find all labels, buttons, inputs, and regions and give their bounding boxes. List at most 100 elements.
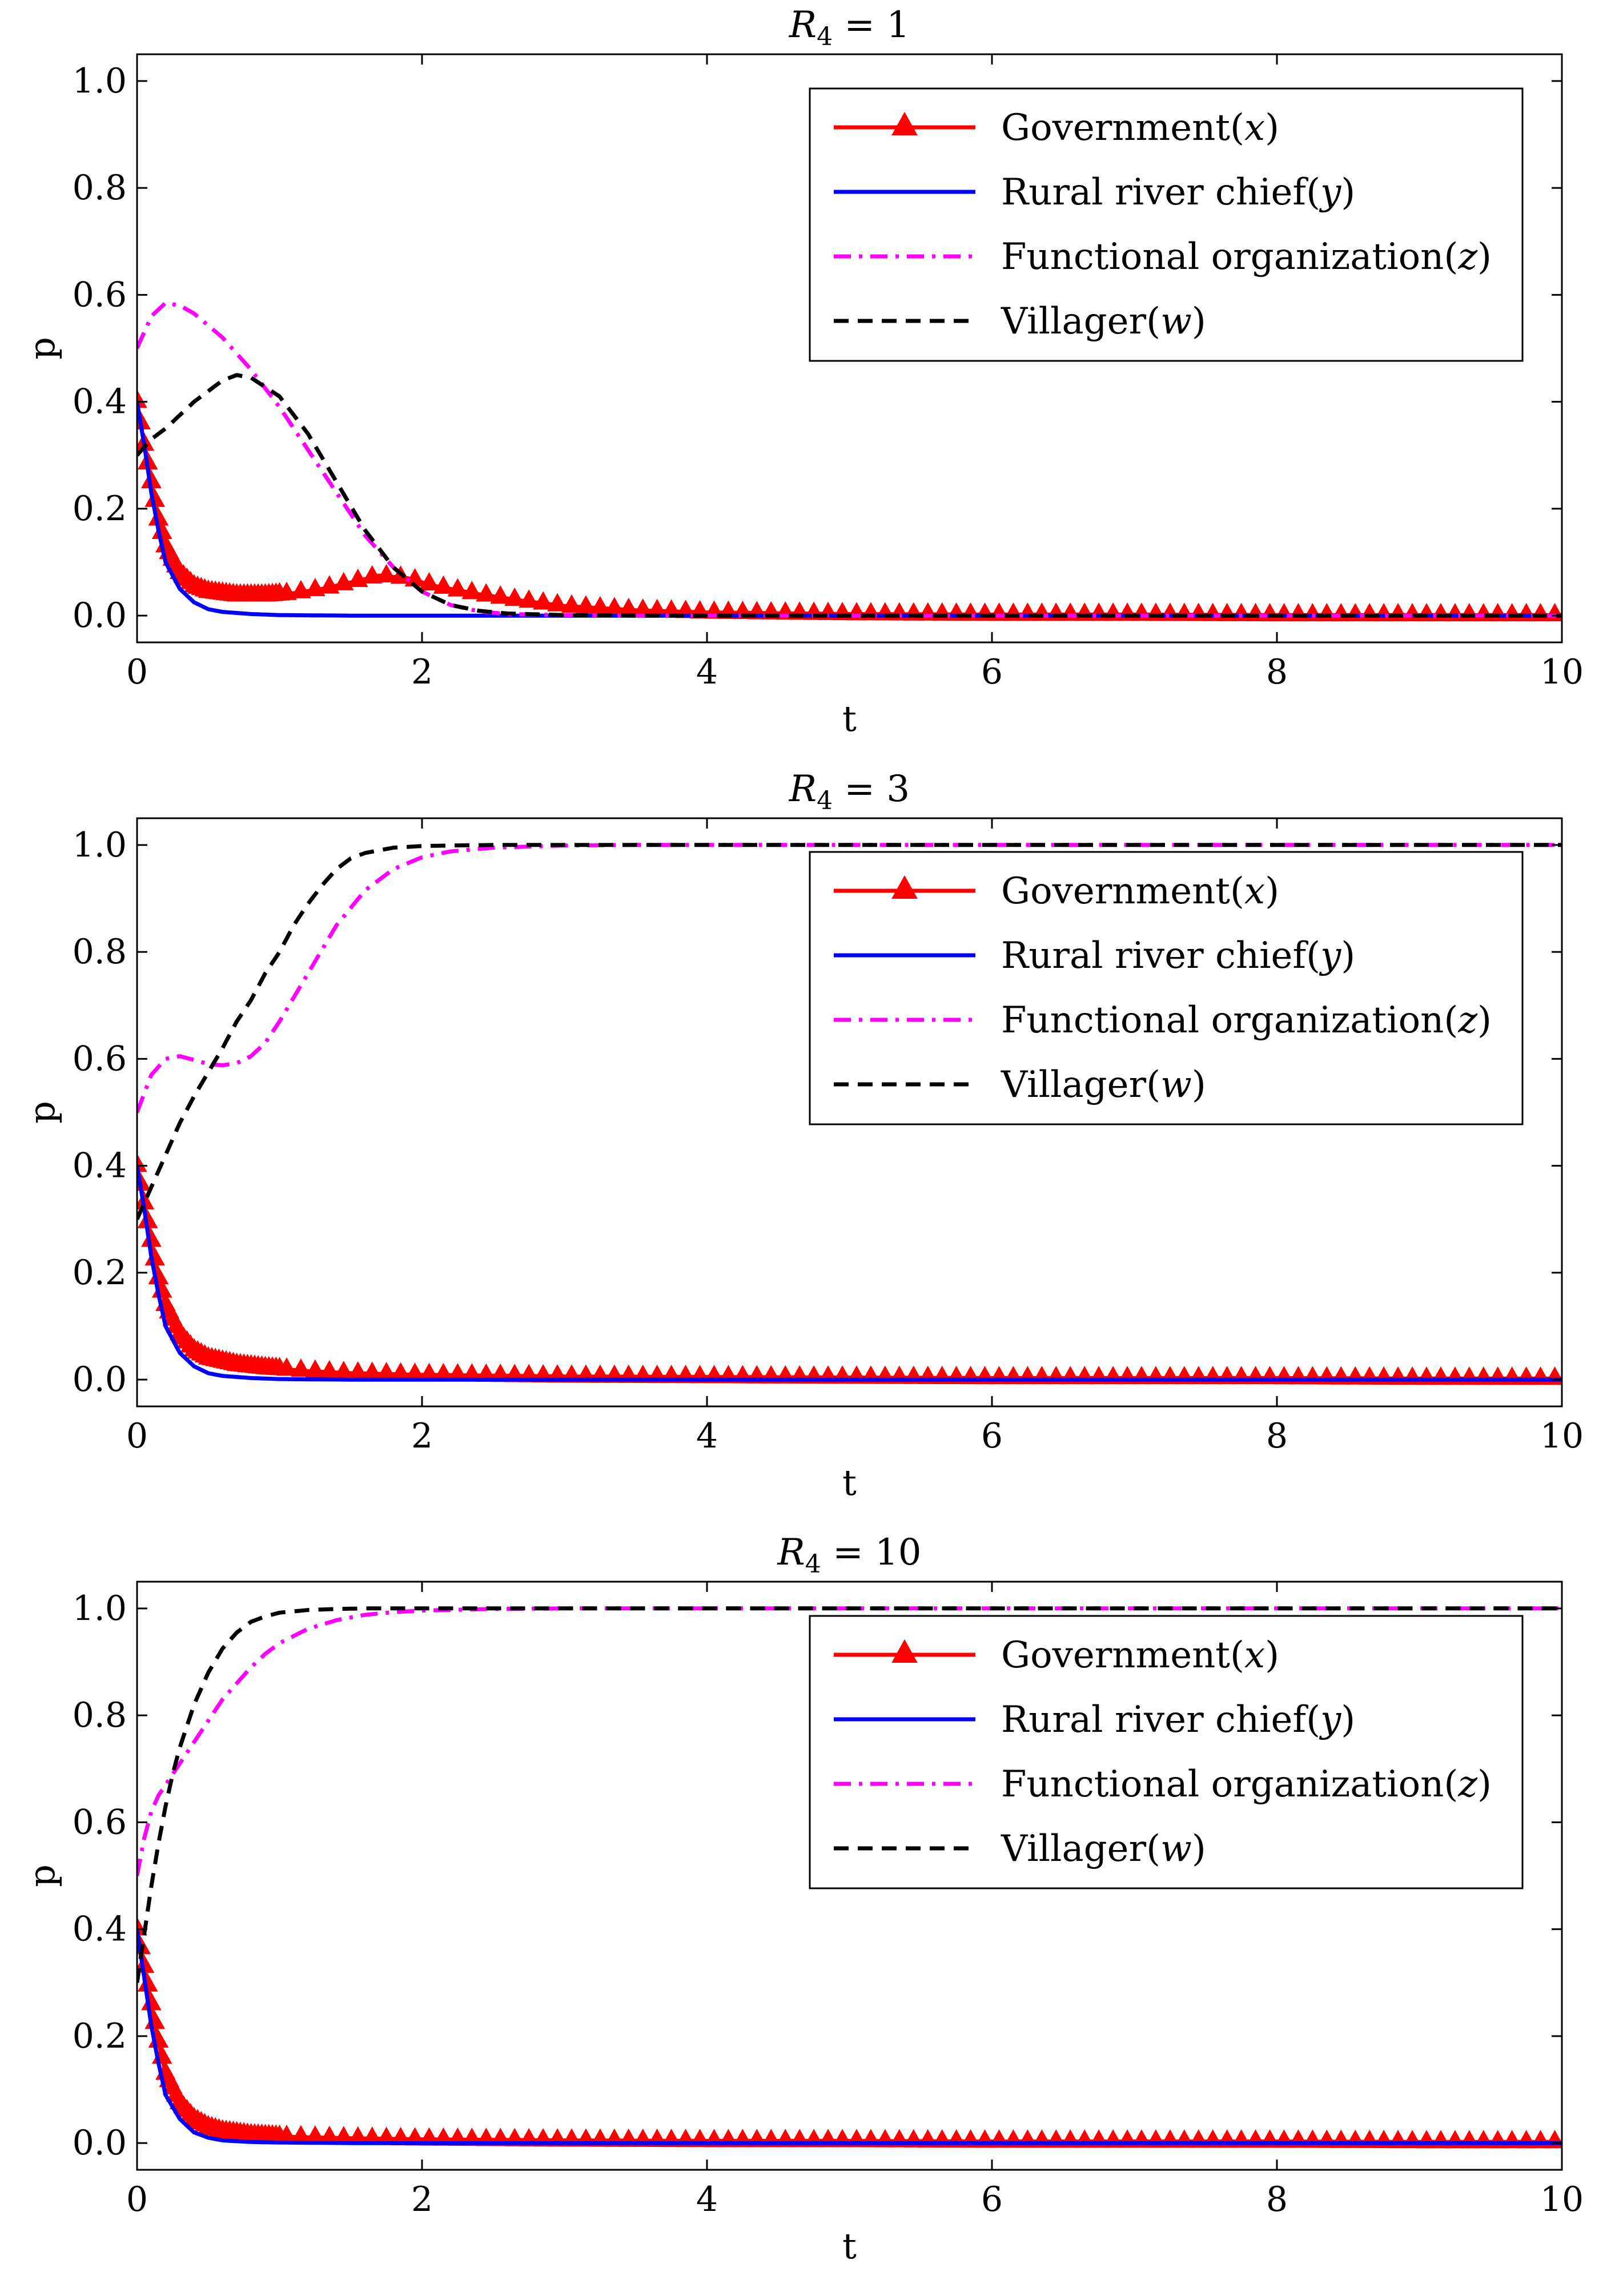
chart-panel-r4-3: R4 = 3 0 2 4 6 8 10 0.0 0.2 0.4 0.6 0.8 1.0 t p Governm… bbox=[21, 768, 1584, 1503]
series-marker-x bbox=[137, 389, 147, 408]
series-marker-x bbox=[276, 1357, 297, 1376]
series-marker-x bbox=[148, 1266, 169, 1285]
x-tick-label: 6 bbox=[981, 1416, 1003, 1456]
series-marker-x bbox=[476, 583, 497, 602]
y-axis-label: p bbox=[21, 337, 63, 360]
series-marker-x bbox=[419, 2127, 440, 2146]
legend-marker-x bbox=[891, 875, 918, 899]
series-marker-x bbox=[141, 1992, 162, 2010]
legend-label-y: Rural river chief(y) bbox=[1001, 171, 1355, 214]
series-marker-x bbox=[276, 581, 297, 600]
y-tick-label: 0.0 bbox=[73, 1360, 127, 1400]
legend-label-x: Government(x) bbox=[1001, 1634, 1279, 1676]
x-tick-label: 8 bbox=[1266, 1416, 1288, 1456]
legend-label-w: Villager(w) bbox=[1001, 1064, 1206, 1106]
series-marker-x bbox=[361, 565, 383, 584]
x-tick-label: 10 bbox=[1540, 2180, 1584, 2219]
y-tick-label: 0.0 bbox=[73, 2123, 127, 2163]
legend-label-z: Functional organization(z) bbox=[1001, 1763, 1492, 1806]
x-tick-label: 8 bbox=[1266, 2180, 1288, 2219]
legend-label-w: Villager(w) bbox=[1001, 1828, 1206, 1870]
x-tick-label: 2 bbox=[411, 652, 433, 692]
series-marker-x bbox=[519, 589, 539, 608]
legend-box bbox=[809, 1615, 1524, 1889]
x-tick-label: 0 bbox=[126, 1416, 148, 1456]
y-tick-label: 0.4 bbox=[73, 1146, 127, 1186]
legend-label-w: Villager(w) bbox=[1001, 300, 1206, 343]
series-marker-x bbox=[561, 594, 582, 613]
x-tick-label: 6 bbox=[981, 2180, 1003, 2219]
x-axis-label: t bbox=[842, 698, 857, 739]
series-marker-x bbox=[376, 564, 397, 583]
legend-label-x: Government(x) bbox=[1001, 107, 1279, 149]
x-tick-label: 0 bbox=[126, 2180, 148, 2219]
y-tick-label: 0.6 bbox=[73, 275, 127, 315]
series-marker-x bbox=[419, 572, 440, 591]
y-tick-label: 1.0 bbox=[73, 61, 127, 101]
series-line-w bbox=[137, 1606, 1562, 1983]
x-axis-label: t bbox=[842, 2225, 857, 2267]
x-tick-label: 10 bbox=[1540, 652, 1584, 692]
x-tick-label: 2 bbox=[411, 2180, 433, 2219]
series-marker-x bbox=[305, 578, 326, 597]
legend-label-y: Rural river chief(y) bbox=[1001, 935, 1355, 977]
y-tick-label: 0.2 bbox=[73, 1253, 127, 1293]
y-tick-label: 0.4 bbox=[73, 1909, 127, 1949]
series-marker-x bbox=[490, 1364, 511, 1382]
plot-area bbox=[137, 300, 1562, 622]
legend-marker-x bbox=[891, 1639, 918, 1663]
x-tick-label: 4 bbox=[696, 1416, 718, 1456]
series-line-x bbox=[137, 1165, 1562, 1381]
legend: Government(x) Rural river chief(y) Functio… bbox=[809, 1615, 1524, 1889]
chart-panel-r4-10: R4 = 10 0 2 4 6 8 10 0.0 0.2 0.4 0.6 0.8 1.0 t p Govern… bbox=[21, 1531, 1584, 2267]
axes-frame bbox=[136, 817, 1563, 1408]
series-marker-x bbox=[447, 578, 468, 597]
axes-frame bbox=[136, 1581, 1563, 2171]
x-axis-label: t bbox=[842, 1462, 857, 1503]
y-tick-label: 0.8 bbox=[73, 168, 127, 208]
plot-area bbox=[137, 843, 1562, 1385]
legend-box bbox=[809, 87, 1524, 362]
series-marker-x bbox=[533, 591, 553, 610]
series-marker-x bbox=[404, 2127, 425, 2146]
x-tick-label: 6 bbox=[981, 652, 1003, 692]
plot-area bbox=[137, 1606, 1562, 2149]
x-tick-label: 4 bbox=[696, 652, 718, 692]
y-tick-label: 0.2 bbox=[73, 2016, 127, 2056]
y-tick-label: 1.0 bbox=[73, 1589, 127, 1628]
series-marker-x bbox=[291, 1358, 311, 1377]
chart-title: R4 = 10 bbox=[777, 1531, 922, 1579]
chart-panel-r4-1: R4 = 1 0 2 4 6 8 10 0.0 0.2 0.4 0.6 0.8 1.0 t p Governm… bbox=[21, 4, 1584, 739]
y-axis-label: p bbox=[21, 1101, 63, 1124]
legend-label-z: Functional organization(z) bbox=[1001, 236, 1492, 278]
legend-marker-x bbox=[891, 111, 918, 135]
axes-frame bbox=[136, 53, 1563, 644]
x-tick-label: 8 bbox=[1266, 652, 1288, 692]
y-tick-label: 0.6 bbox=[73, 1802, 127, 1842]
series-marker-x bbox=[576, 595, 596, 614]
x-tick-label: 10 bbox=[1540, 1416, 1584, 1456]
series-marker-x bbox=[137, 1153, 147, 1172]
series-marker-x bbox=[319, 575, 340, 594]
series-line-y bbox=[137, 1929, 1562, 2145]
series-line-y bbox=[137, 1165, 1562, 1382]
series-marker-x bbox=[144, 1247, 166, 1266]
series-marker-x bbox=[504, 587, 525, 606]
series-marker-x bbox=[461, 581, 483, 600]
x-tick-label: 0 bbox=[126, 652, 148, 692]
y-tick-label: 0.6 bbox=[73, 1039, 127, 1079]
y-tick-label: 0.4 bbox=[73, 382, 127, 422]
legend-label-y: Rural river chief(y) bbox=[1001, 1699, 1355, 1741]
series-line-x bbox=[137, 1928, 1562, 2144]
y-tick-label: 0.2 bbox=[73, 489, 127, 529]
series-line-w bbox=[137, 373, 1562, 618]
legend-label-z: Functional organization(z) bbox=[1001, 999, 1492, 1042]
series-marker-x bbox=[433, 2127, 454, 2146]
series-marker-x bbox=[291, 580, 311, 598]
x-tick-label: 4 bbox=[696, 2180, 718, 2219]
legend: Government(x) Rural river chief(y) Functio… bbox=[809, 851, 1524, 1125]
y-tick-label: 0.0 bbox=[73, 596, 127, 636]
series-marker-x bbox=[490, 585, 511, 604]
chart-title: R4 = 1 bbox=[789, 4, 910, 51]
